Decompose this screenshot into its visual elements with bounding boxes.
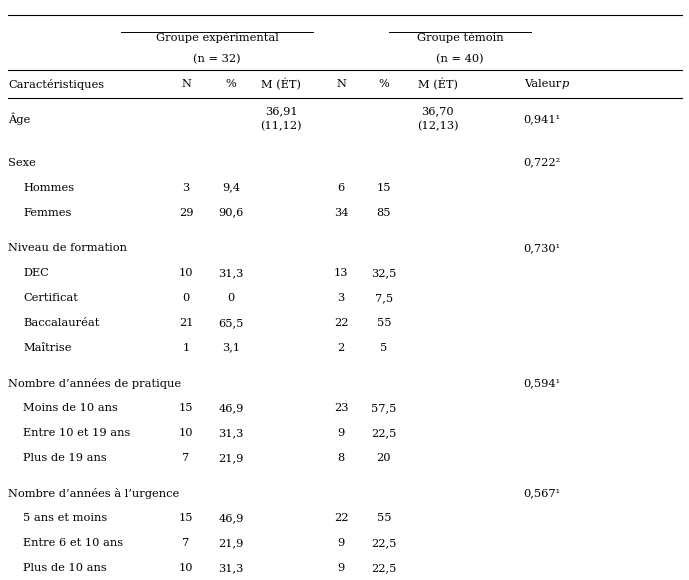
Text: 20: 20 — [376, 453, 391, 463]
Text: 23: 23 — [333, 403, 349, 413]
Text: Hommes: Hommes — [23, 183, 74, 193]
Text: p: p — [562, 79, 569, 89]
Text: 0,722²: 0,722² — [524, 158, 561, 168]
Text: 31,3: 31,3 — [218, 428, 243, 438]
Text: 57,5: 57,5 — [371, 403, 396, 413]
Text: 0,941¹: 0,941¹ — [524, 114, 561, 124]
Text: DEC: DEC — [23, 268, 49, 278]
Text: 22: 22 — [333, 318, 349, 328]
Text: Moins de 10 ans: Moins de 10 ans — [23, 403, 119, 413]
Text: 1: 1 — [183, 343, 189, 353]
Text: 8: 8 — [338, 453, 344, 463]
Text: Groupe expérimental: Groupe expérimental — [156, 32, 278, 43]
Text: %: % — [378, 79, 389, 89]
Text: 21,9: 21,9 — [218, 453, 243, 463]
Text: 2: 2 — [338, 343, 344, 353]
Text: 36,91: 36,91 — [265, 106, 298, 117]
Text: 5 ans et moins: 5 ans et moins — [23, 513, 107, 523]
Text: 85: 85 — [376, 208, 391, 218]
Text: 0: 0 — [227, 293, 234, 303]
Text: 22,5: 22,5 — [371, 538, 396, 548]
Text: 34: 34 — [333, 208, 349, 218]
Text: Sexe: Sexe — [8, 158, 36, 168]
Text: M (ÉT): M (ÉT) — [418, 78, 457, 90]
Text: Entre 6 et 10 ans: Entre 6 et 10 ans — [23, 538, 123, 548]
Text: Âge: Âge — [8, 113, 30, 125]
Text: 13: 13 — [333, 268, 349, 278]
Text: 3,1: 3,1 — [222, 343, 240, 353]
Text: 29: 29 — [178, 208, 194, 218]
Text: 0: 0 — [183, 293, 189, 303]
Text: Plus de 10 ans: Plus de 10 ans — [23, 563, 107, 573]
Text: 3: 3 — [338, 293, 344, 303]
Text: 7: 7 — [183, 538, 189, 548]
Text: 10: 10 — [178, 563, 194, 573]
Text: Femmes: Femmes — [23, 208, 72, 218]
Text: 15: 15 — [376, 183, 391, 193]
Text: 21,9: 21,9 — [218, 538, 243, 548]
Text: 9,4: 9,4 — [222, 183, 240, 193]
Text: 9: 9 — [338, 428, 344, 438]
Text: 15: 15 — [178, 513, 194, 523]
Text: (n = 32): (n = 32) — [193, 54, 241, 64]
Text: (11,12): (11,12) — [260, 121, 302, 132]
Text: 7: 7 — [183, 453, 189, 463]
Text: 3: 3 — [183, 183, 189, 193]
Text: 10: 10 — [178, 428, 194, 438]
Text: 0,567¹: 0,567¹ — [524, 488, 561, 498]
Text: 0,594¹: 0,594¹ — [524, 378, 561, 388]
Text: 10: 10 — [178, 268, 194, 278]
Text: Niveau de formation: Niveau de formation — [8, 243, 127, 253]
Text: 22: 22 — [333, 513, 349, 523]
Text: 22,5: 22,5 — [371, 428, 396, 438]
Text: 31,3: 31,3 — [218, 563, 243, 573]
Text: Valeur: Valeur — [524, 79, 564, 89]
Text: 5: 5 — [380, 343, 387, 353]
Text: 36,70: 36,70 — [421, 106, 454, 117]
Text: 15: 15 — [178, 403, 194, 413]
Text: Certificat: Certificat — [23, 293, 79, 303]
Text: Groupe témoin: Groupe témoin — [417, 32, 504, 43]
Text: 21: 21 — [178, 318, 194, 328]
Text: (12,13): (12,13) — [417, 121, 458, 132]
Text: 32,5: 32,5 — [371, 268, 396, 278]
Text: 9: 9 — [338, 563, 344, 573]
Text: Nombre d’années de pratique: Nombre d’années de pratique — [8, 378, 181, 389]
Text: M (ÉT): M (ÉT) — [261, 78, 301, 90]
Text: 0,730¹: 0,730¹ — [524, 243, 561, 253]
Text: Maîtrise: Maîtrise — [23, 343, 72, 353]
Text: %: % — [225, 79, 236, 89]
Text: 90,6: 90,6 — [218, 208, 243, 218]
Text: 22,5: 22,5 — [371, 563, 396, 573]
Text: (n = 40): (n = 40) — [436, 54, 484, 64]
Text: N: N — [336, 79, 346, 89]
Text: Baccalauréat: Baccalauréat — [23, 318, 100, 328]
Text: 31,3: 31,3 — [218, 268, 243, 278]
Text: Entre 10 et 19 ans: Entre 10 et 19 ans — [23, 428, 131, 438]
Text: Plus de 19 ans: Plus de 19 ans — [23, 453, 107, 463]
Text: N: N — [181, 79, 191, 89]
Text: Nombre d’années à l’urgence: Nombre d’années à l’urgence — [8, 488, 180, 499]
Text: 55: 55 — [376, 513, 391, 523]
Text: 6: 6 — [338, 183, 344, 193]
Text: 65,5: 65,5 — [218, 318, 243, 328]
Text: 55: 55 — [376, 318, 391, 328]
Text: 46,9: 46,9 — [218, 513, 243, 523]
Text: 7,5: 7,5 — [375, 293, 393, 303]
Text: Caractéristiques: Caractéristiques — [8, 79, 105, 89]
Text: 46,9: 46,9 — [218, 403, 243, 413]
Text: 9: 9 — [338, 538, 344, 548]
